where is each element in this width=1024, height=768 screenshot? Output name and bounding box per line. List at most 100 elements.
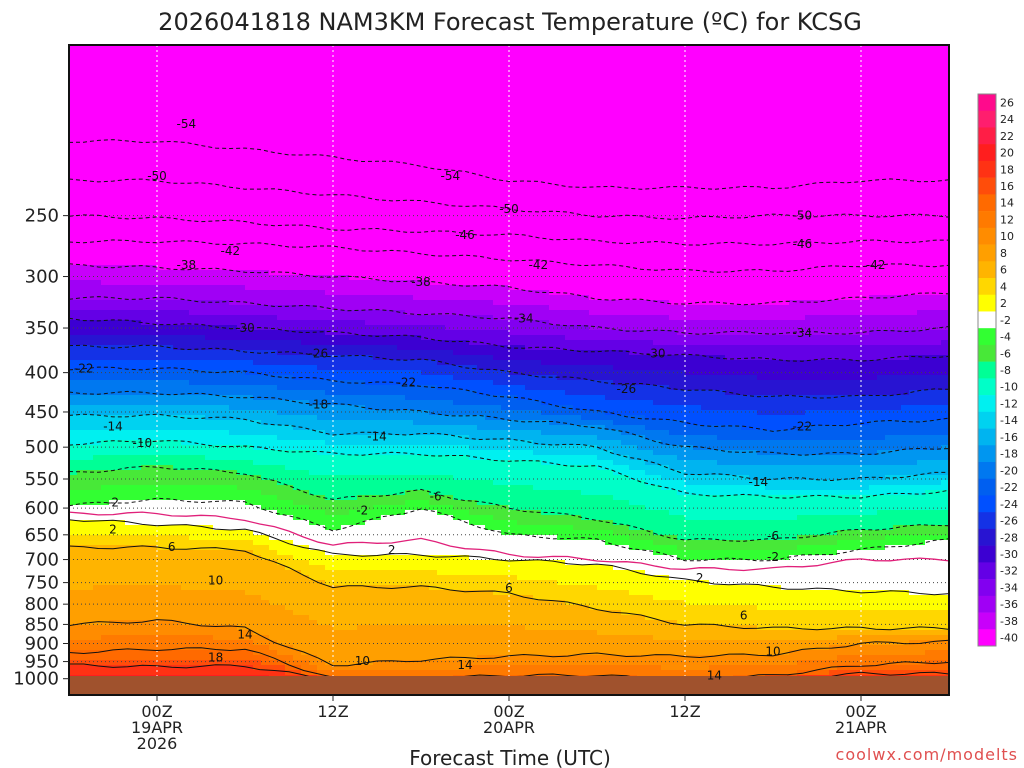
field-cell bbox=[181, 495, 190, 501]
field-cell bbox=[133, 575, 142, 581]
field-cell bbox=[325, 285, 334, 291]
field-cell bbox=[189, 75, 198, 81]
field-cell bbox=[341, 430, 350, 436]
field-cell bbox=[149, 545, 158, 551]
field-cell bbox=[157, 275, 166, 281]
field-cell bbox=[333, 230, 342, 236]
field-cell bbox=[221, 570, 230, 576]
field-cell bbox=[181, 305, 190, 311]
field-cell bbox=[133, 70, 142, 76]
field-cell bbox=[373, 160, 382, 166]
field-cell bbox=[309, 220, 318, 226]
field-cell bbox=[141, 525, 150, 531]
field-cell bbox=[309, 600, 318, 606]
field-cell bbox=[117, 290, 126, 296]
field-cell bbox=[109, 280, 118, 286]
field-cell bbox=[333, 385, 342, 391]
field-cell bbox=[149, 245, 158, 251]
field-cell bbox=[293, 210, 302, 216]
field-cell bbox=[93, 525, 102, 531]
field-cell bbox=[205, 560, 214, 566]
field-cell bbox=[285, 610, 294, 616]
field-cell bbox=[317, 125, 326, 131]
field-cell bbox=[133, 570, 142, 576]
field-cell bbox=[309, 565, 318, 571]
field-cell bbox=[93, 230, 102, 236]
field-cell bbox=[309, 615, 318, 621]
field-cell bbox=[197, 125, 206, 131]
field-cell bbox=[197, 560, 206, 566]
field-cell bbox=[189, 90, 198, 96]
field-cell bbox=[205, 375, 214, 381]
field-cell bbox=[365, 660, 374, 666]
field-cell bbox=[301, 415, 310, 421]
field-cell bbox=[189, 660, 198, 666]
field-cell bbox=[197, 585, 206, 591]
field-cell bbox=[253, 535, 262, 541]
field-cell bbox=[277, 440, 286, 446]
field-cell bbox=[277, 420, 286, 426]
field-cell bbox=[357, 185, 366, 191]
field-cell bbox=[213, 640, 222, 646]
field-cell bbox=[317, 235, 326, 241]
field-cell bbox=[93, 265, 102, 271]
field-cell bbox=[317, 470, 326, 476]
field-cell bbox=[357, 635, 366, 641]
field-cell bbox=[253, 175, 262, 181]
field-cell bbox=[245, 130, 254, 136]
field-cell bbox=[133, 55, 142, 61]
field-cell bbox=[85, 415, 94, 421]
field-cell bbox=[373, 265, 382, 271]
field-cell bbox=[173, 415, 182, 421]
field-cell bbox=[277, 120, 286, 126]
field-cell bbox=[181, 175, 190, 181]
field-cell bbox=[85, 510, 94, 516]
field-cell bbox=[301, 235, 310, 241]
field-cell bbox=[365, 475, 374, 481]
field-cell bbox=[77, 330, 86, 336]
field-cell bbox=[365, 545, 374, 551]
field-cell bbox=[141, 640, 150, 646]
field-cell bbox=[173, 390, 182, 396]
field-cell bbox=[229, 515, 238, 521]
field-cell bbox=[165, 485, 174, 491]
field-cell bbox=[181, 415, 190, 421]
field-cell bbox=[85, 300, 94, 306]
field-cell bbox=[349, 510, 358, 516]
field-cell bbox=[101, 570, 110, 576]
field-cell bbox=[157, 510, 166, 516]
field-cell bbox=[365, 640, 374, 646]
field-cell bbox=[77, 120, 86, 126]
field-cell bbox=[109, 170, 118, 176]
field-cell bbox=[333, 520, 342, 526]
field-cell bbox=[229, 550, 238, 556]
field-cell bbox=[101, 615, 110, 621]
field-cell bbox=[125, 205, 134, 211]
field-cell bbox=[285, 355, 294, 361]
field-cell bbox=[101, 625, 110, 631]
field-cell bbox=[269, 285, 278, 291]
field-cell bbox=[317, 265, 326, 271]
field-cell bbox=[85, 230, 94, 236]
field-cell bbox=[245, 165, 254, 171]
field-cell bbox=[333, 50, 342, 56]
field-cell bbox=[117, 555, 126, 561]
field-cell bbox=[237, 365, 246, 371]
field-cell bbox=[69, 295, 78, 301]
field-cell bbox=[133, 245, 142, 251]
field-cell bbox=[101, 170, 110, 176]
field-cell bbox=[269, 295, 278, 301]
field-cell bbox=[269, 410, 278, 416]
field-cell bbox=[277, 395, 286, 401]
field-cell bbox=[109, 60, 118, 66]
field-cell bbox=[309, 225, 318, 231]
field-cell bbox=[269, 170, 278, 176]
field-cell bbox=[133, 115, 142, 121]
field-cell bbox=[285, 390, 294, 396]
field-cell bbox=[325, 410, 334, 416]
field-cell bbox=[277, 195, 286, 201]
field-cell bbox=[309, 420, 318, 426]
field-cell bbox=[309, 190, 318, 196]
field-cell bbox=[77, 470, 86, 476]
field-cell bbox=[173, 495, 182, 501]
